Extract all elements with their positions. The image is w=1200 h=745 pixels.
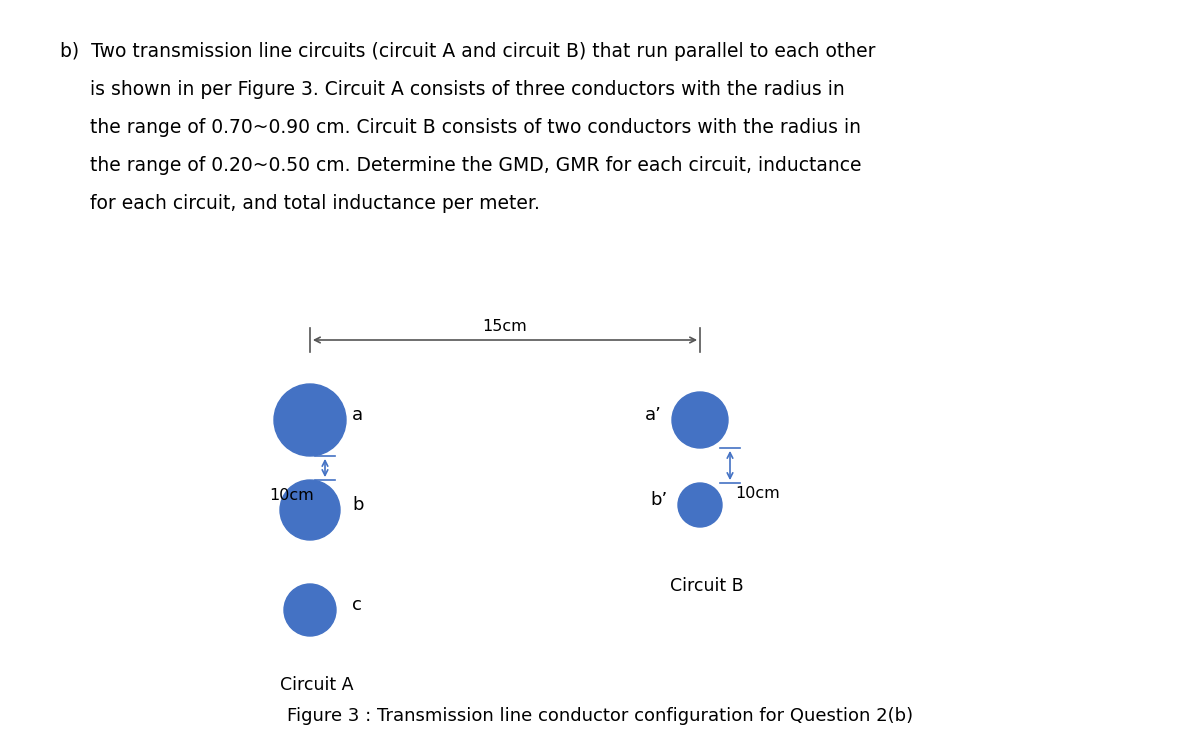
Text: the range of 0.70~0.90 cm. Circuit B consists of two conductors with the radius : the range of 0.70~0.90 cm. Circuit B con… xyxy=(60,118,862,137)
Ellipse shape xyxy=(678,483,722,527)
Text: for each circuit, and total inductance per meter.: for each circuit, and total inductance p… xyxy=(60,194,540,213)
Ellipse shape xyxy=(274,384,346,456)
Ellipse shape xyxy=(284,584,336,636)
Text: b’: b’ xyxy=(650,491,668,509)
Text: c: c xyxy=(352,596,362,614)
Text: b: b xyxy=(352,496,364,514)
Text: 10cm: 10cm xyxy=(734,486,780,501)
Text: the range of 0.20~0.50 cm. Determine the GMD, GMR for each circuit, inductance: the range of 0.20~0.50 cm. Determine the… xyxy=(60,156,862,175)
Ellipse shape xyxy=(672,392,728,448)
Text: a’: a’ xyxy=(646,406,662,424)
Text: 10cm: 10cm xyxy=(269,488,313,503)
Text: a: a xyxy=(352,406,364,424)
Text: Circuit B: Circuit B xyxy=(670,577,744,595)
Text: Circuit A: Circuit A xyxy=(280,676,354,694)
Ellipse shape xyxy=(280,480,340,540)
Text: 15cm: 15cm xyxy=(482,319,527,334)
Text: b)  Two transmission line circuits (circuit A and circuit B) that run parallel t: b) Two transmission line circuits (circu… xyxy=(60,42,876,61)
Text: is shown in per Figure 3. Circuit A consists of three conductors with the radius: is shown in per Figure 3. Circuit A cons… xyxy=(60,80,845,99)
Text: Figure 3 : Transmission line conductor configuration for Question 2(b): Figure 3 : Transmission line conductor c… xyxy=(287,707,913,725)
